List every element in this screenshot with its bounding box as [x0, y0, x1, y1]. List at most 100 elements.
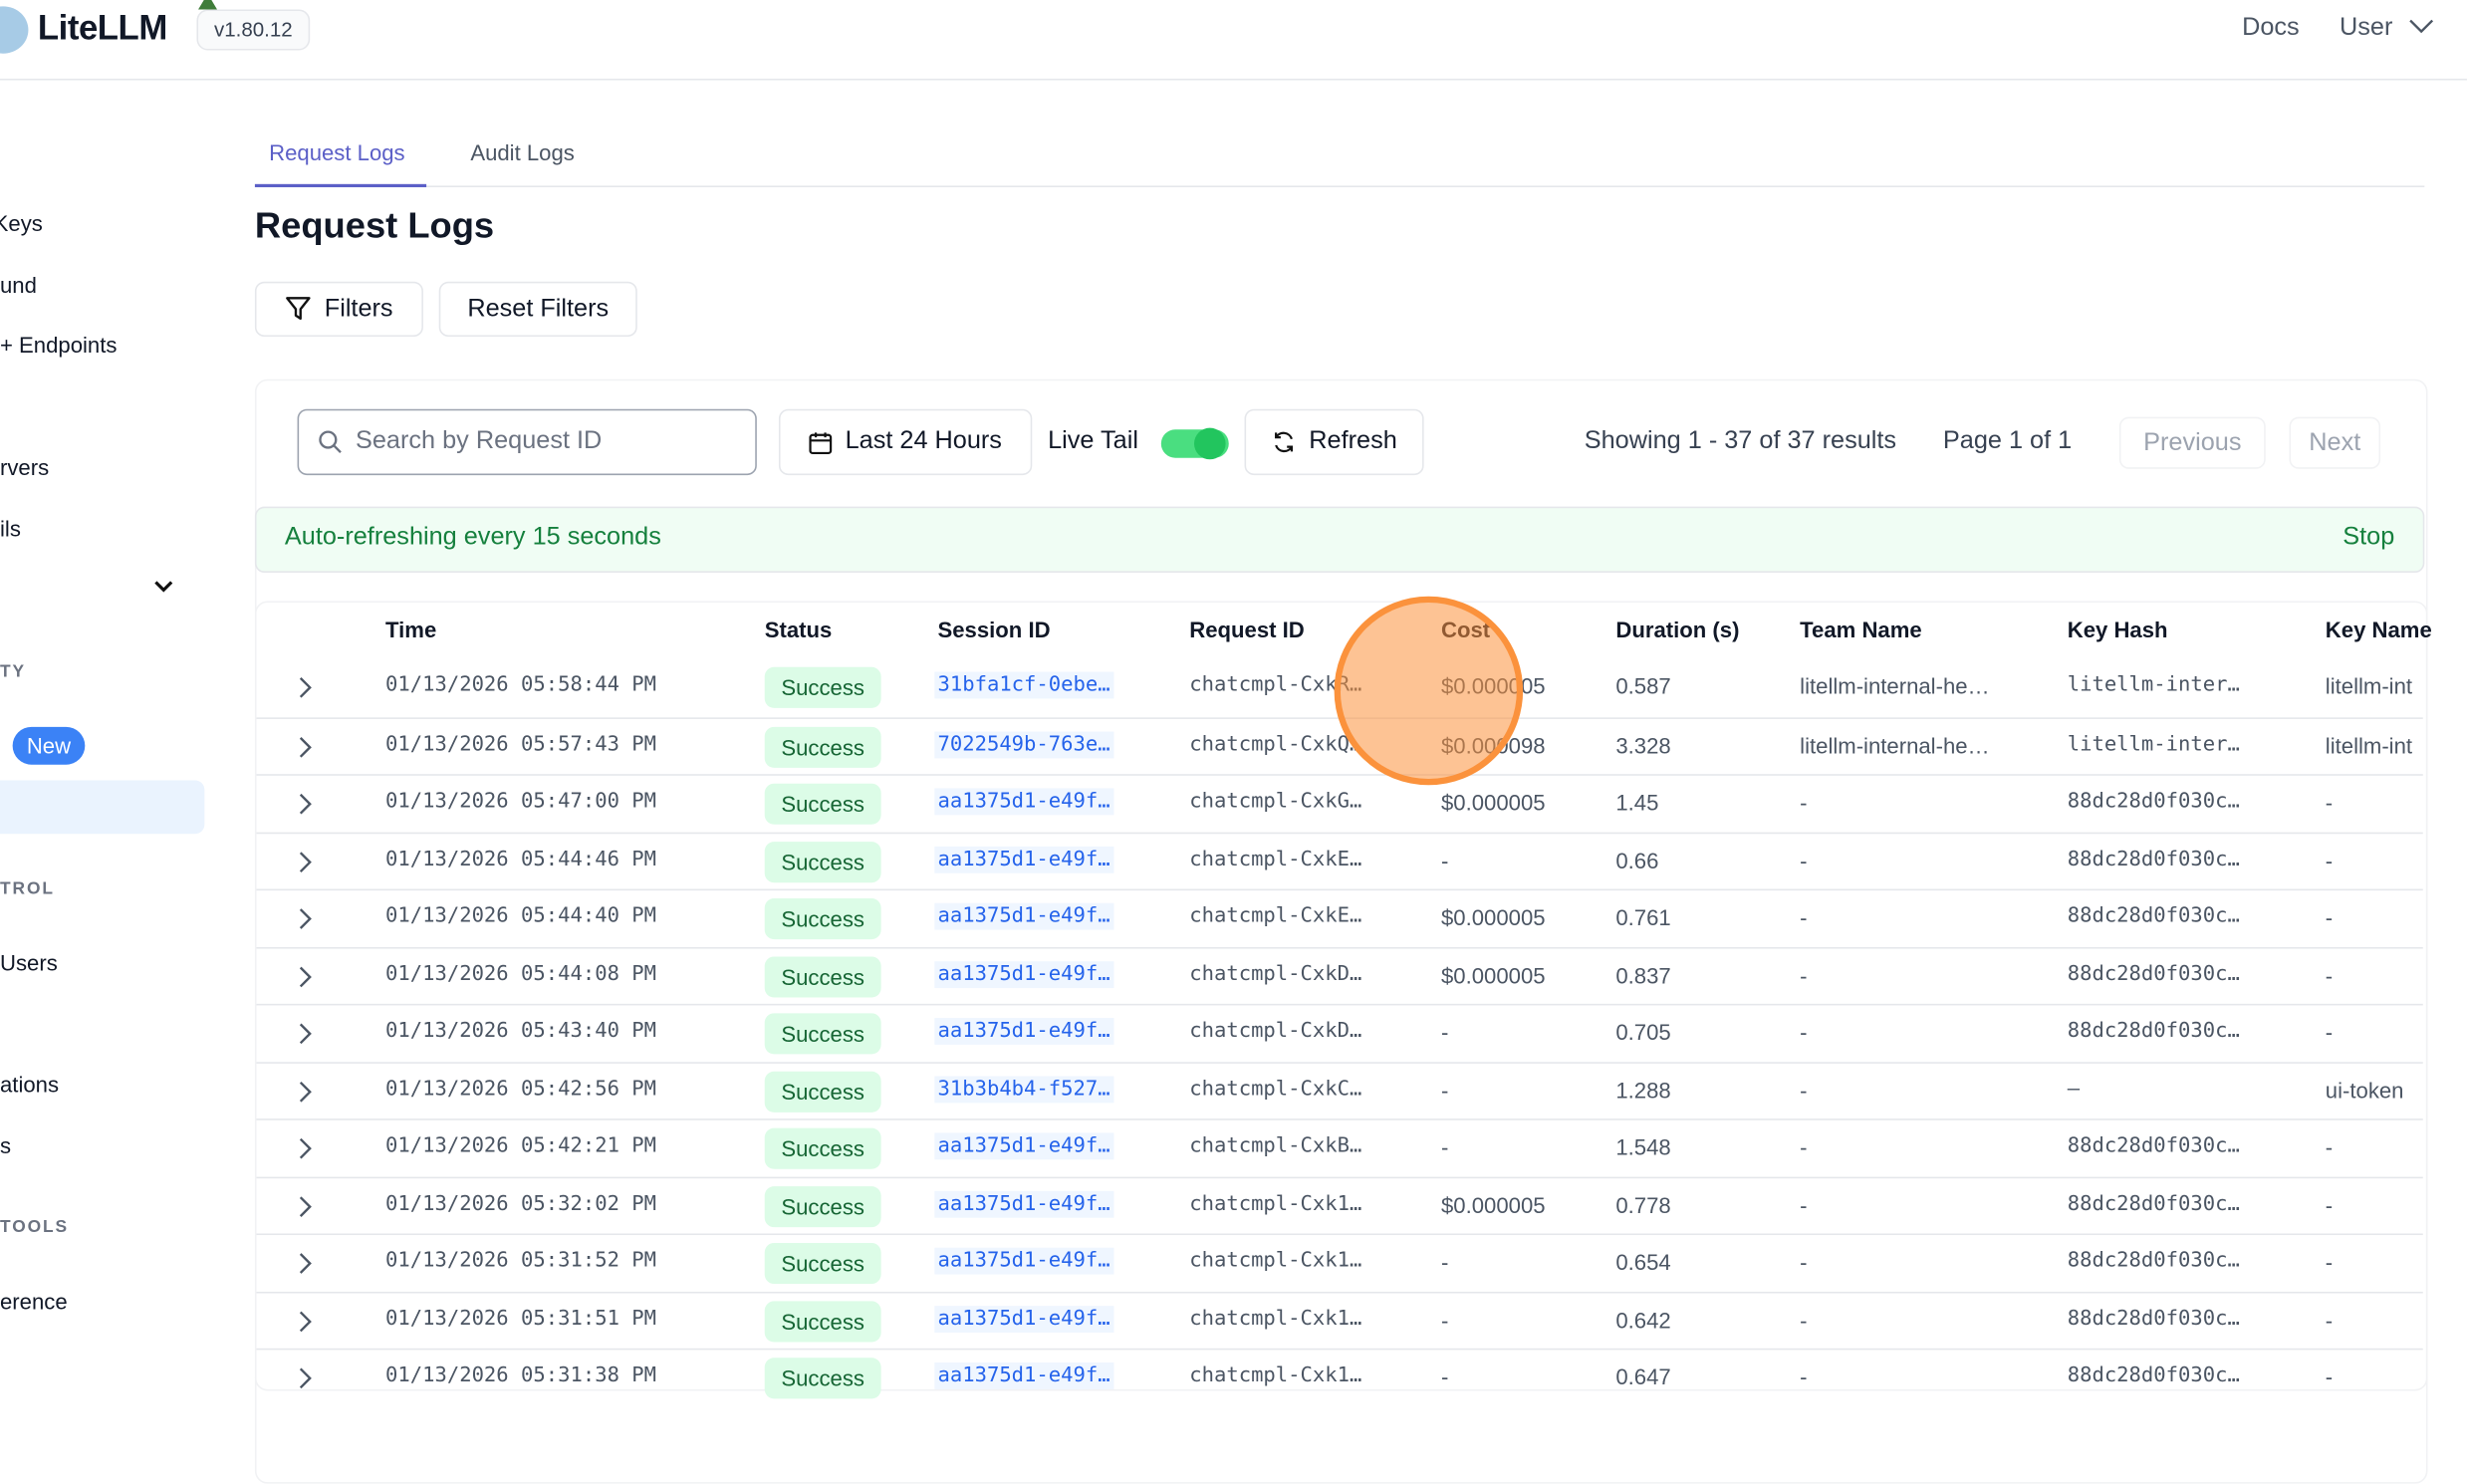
session-id-link[interactable]: aa1375d1-e49f… [934, 788, 1113, 816]
session-id-link[interactable]: 7022549b-763e… [934, 730, 1113, 758]
chevron-down-icon[interactable] [154, 581, 173, 594]
cell-session-id[interactable]: aa1375d1-e49f… [934, 1305, 1113, 1333]
user-menu[interactable]: User [2340, 14, 2434, 42]
search-input[interactable]: Search by Request ID [297, 408, 757, 476]
table-row[interactable]: 01/13/2026 05:31:51 PM Success aa1375d1-e4… [256, 1291, 2423, 1349]
session-id-link[interactable]: aa1375d1-e49f… [934, 1247, 1113, 1275]
expand-chevron-icon[interactable] [299, 1252, 313, 1274]
column-header-session-id[interactable]: Session ID [937, 617, 1051, 642]
session-id-link[interactable]: aa1375d1-e49f… [934, 1362, 1113, 1389]
auto-refresh-banner: Auto-refreshing every 15 seconds Stop [254, 506, 2425, 574]
cell-key-name: - [2325, 1019, 2334, 1045]
expand-chevron-icon[interactable] [299, 1137, 313, 1159]
tab-audit-logs[interactable]: Audit Logs [470, 139, 575, 165]
sidebar-item-playground[interactable]: und [0, 272, 37, 298]
stop-button[interactable]: Stop [2343, 524, 2395, 551]
table-row[interactable]: 01/13/2026 05:44:40 PM Success aa1375d1-e4… [256, 888, 2423, 947]
session-id-link[interactable]: aa1375d1-e49f… [934, 960, 1113, 988]
cell-session-id[interactable]: aa1375d1-e49f… [934, 788, 1113, 816]
refresh-button[interactable]: Refresh [1244, 408, 1424, 476]
cell-duration: 1.288 [1615, 1077, 1671, 1103]
cell-session-id[interactable]: 31bfa1cf-0ebe… [934, 671, 1113, 699]
expand-chevron-icon[interactable] [299, 736, 313, 758]
session-id-link[interactable]: aa1375d1-e49f… [934, 1305, 1113, 1333]
sidebar-item-guardrails[interactable]: ils [0, 516, 21, 542]
sidebar-item-logs-active[interactable] [0, 780, 205, 835]
expand-chevron-icon[interactable] [299, 965, 313, 987]
sidebar-item-settings[interactable]: s [0, 1132, 12, 1158]
session-id-link[interactable]: aa1375d1-e49f… [934, 1190, 1113, 1217]
brand-name[interactable]: LiteLLM [37, 7, 167, 48]
table-row[interactable]: 01/13/2026 05:42:56 PM Success 31b3b4b4-f5… [256, 1061, 2423, 1119]
previous-button[interactable]: Previous [2118, 416, 2266, 469]
cell-request-id: chatcmpl-CxkE… [1189, 904, 1362, 929]
sidebar-item-keys[interactable]: Keys [0, 210, 43, 236]
sidebar-item-integrations[interactable]: ations [0, 1071, 60, 1098]
tab-request-logs[interactable]: Request Logs [269, 139, 405, 165]
column-header-request-id[interactable]: Request ID [1189, 617, 1305, 642]
cell-session-id[interactable]: 31b3b4b4-f527… [934, 1075, 1113, 1103]
expand-chevron-icon[interactable] [299, 1195, 313, 1217]
next-button[interactable]: Next [2289, 416, 2381, 469]
column-header-time[interactable]: Time [385, 617, 437, 642]
cell-key-hash: litellm-inter… [2067, 673, 2240, 697]
session-id-link[interactable]: aa1375d1-e49f… [934, 1018, 1113, 1045]
cell-session-id[interactable]: aa1375d1-e49f… [934, 960, 1113, 988]
cell-team-name: - [1800, 1191, 1808, 1217]
reset-filters-button[interactable]: Reset Filters [438, 281, 637, 338]
table-row[interactable]: 01/13/2026 05:44:46 PM Success aa1375d1-e4… [256, 831, 2423, 889]
sidebar-item-endpoints[interactable]: + Endpoints [0, 332, 118, 358]
refresh-icon [1275, 431, 1294, 453]
column-header-key-name[interactable]: Key Name [2325, 617, 2432, 642]
expand-chevron-icon[interactable] [299, 1080, 313, 1102]
column-header-team-name[interactable]: Team Name [1800, 617, 1922, 642]
cell-session-id[interactable]: aa1375d1-e49f… [934, 902, 1113, 930]
cell-session-id[interactable]: aa1375d1-e49f… [934, 1018, 1113, 1045]
sidebar-item-reference[interactable]: erence [0, 1288, 68, 1315]
expand-chevron-icon[interactable] [299, 1367, 313, 1389]
table-row[interactable]: 01/13/2026 05:43:40 PM Success aa1375d1-e4… [256, 1003, 2423, 1062]
sidebar-item-servers[interactable]: rvers [0, 454, 50, 480]
column-header-key-hash[interactable]: Key Hash [2067, 617, 2168, 642]
cell-key-hash: 88dc28d0f030c… [2067, 790, 2240, 814]
session-id-link[interactable]: aa1375d1-e49f… [934, 902, 1113, 930]
session-id-link[interactable]: aa1375d1-e49f… [934, 846, 1113, 872]
session-id-link[interactable]: 31bfa1cf-0ebe… [934, 671, 1113, 699]
cell-cost: - [1441, 1077, 1449, 1103]
cell-time: 01/13/2026 05:44:46 PM [385, 847, 657, 871]
table-row[interactable]: 01/13/2026 05:44:08 PM Success aa1375d1-e4… [256, 946, 2423, 1004]
cell-session-id[interactable]: aa1375d1-e49f… [934, 1132, 1113, 1160]
expand-chevron-icon[interactable] [299, 1310, 313, 1332]
cell-session-id[interactable]: aa1375d1-e49f… [934, 1190, 1113, 1217]
cell-duration: 1.548 [1615, 1133, 1671, 1160]
results-count: Showing 1 - 37 of 37 results [1584, 427, 1897, 455]
column-header-status[interactable]: Status [764, 617, 833, 642]
table-row[interactable]: 01/13/2026 05:32:02 PM Success aa1375d1-e4… [256, 1175, 2423, 1234]
session-id-link[interactable]: aa1375d1-e49f… [934, 1132, 1113, 1160]
docs-link[interactable]: Docs [2242, 14, 2300, 42]
column-header-duration[interactable]: Duration (s) [1615, 617, 1740, 642]
table-row[interactable]: 01/13/2026 05:42:21 PM Success aa1375d1-e4… [256, 1118, 2423, 1176]
expand-chevron-icon[interactable] [299, 676, 313, 698]
session-id-link[interactable]: 31b3b4b4-f527… [934, 1075, 1113, 1103]
toggle-knob [1193, 427, 1226, 460]
cell-session-id[interactable]: aa1375d1-e49f… [934, 1247, 1113, 1275]
table-row[interactable]: 01/13/2026 05:57:43 PM Success 7022549b-76… [256, 716, 2423, 775]
expand-chevron-icon[interactable] [299, 1023, 313, 1045]
expand-chevron-icon[interactable] [299, 793, 313, 815]
cell-session-id[interactable]: aa1375d1-e49f… [934, 1362, 1113, 1389]
click-highlight-marker [1334, 596, 1524, 786]
expand-chevron-icon[interactable] [299, 851, 313, 872]
top-nav: LiteLLM v1.80.12 Docs User [0, 0, 2467, 81]
table-row[interactable]: 01/13/2026 05:47:00 PM Success aa1375d1-e4… [256, 774, 2423, 832]
cell-status: Success [764, 1127, 881, 1169]
table-row[interactable]: 01/13/2026 05:31:38 PM Success aa1375d1-e4… [256, 1348, 2423, 1406]
cell-session-id[interactable]: 7022549b-763e… [934, 730, 1113, 758]
cell-session-id[interactable]: aa1375d1-e49f… [934, 846, 1113, 872]
table-row[interactable]: 01/13/2026 05:31:52 PM Success aa1375d1-e4… [256, 1233, 2423, 1291]
time-range-button[interactable]: Last 24 Hours [778, 408, 1033, 476]
expand-chevron-icon[interactable] [299, 907, 313, 929]
live-tail-toggle[interactable] [1160, 427, 1229, 460]
sidebar-item-users[interactable]: Users [0, 950, 58, 976]
filters-button[interactable]: Filters [254, 281, 423, 338]
